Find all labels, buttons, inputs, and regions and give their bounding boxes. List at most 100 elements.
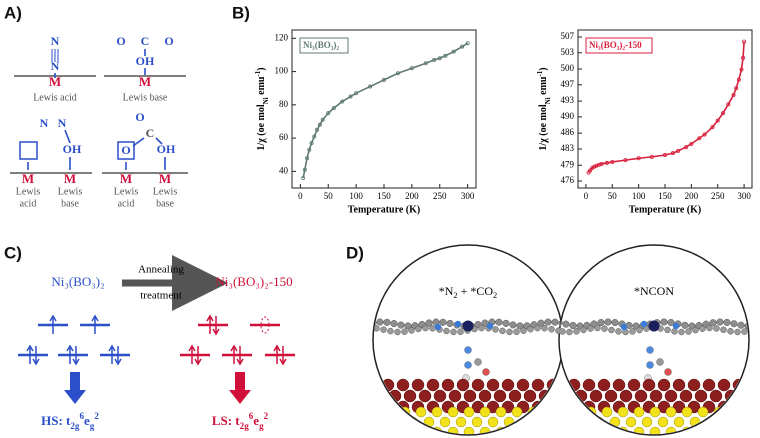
panel-a-text: M: [49, 74, 61, 89]
text-part: emu: [256, 76, 267, 97]
data-point: [697, 136, 702, 141]
boron-atom: [593, 416, 605, 428]
metal-atom: [471, 378, 485, 392]
x-tick-label: 150: [658, 191, 672, 201]
legend-label: Ni₃(BO₃)₂: [303, 40, 339, 50]
text-part: + *CO: [458, 284, 494, 298]
boron-atom: [463, 426, 475, 434]
carbon: [429, 325, 436, 332]
legend-box: [585, 37, 653, 54]
boron-atom: [577, 416, 589, 428]
data-point: [721, 111, 726, 116]
boron-atom: [657, 416, 669, 428]
boron-atom: [569, 426, 581, 434]
y-axis-label: 1/χ (oe molNi emu-1): [536, 67, 552, 150]
boron-atom: [560, 426, 565, 434]
site-box: [19, 141, 38, 160]
panel-a-text: N: [51, 34, 60, 48]
panel-a-text: acid: [20, 198, 37, 209]
adsorbate-atom: [646, 361, 654, 369]
y-tick-label: 503: [561, 47, 575, 57]
data-point: [315, 127, 320, 132]
metal-atom: [612, 378, 626, 392]
metal-atom: [717, 378, 731, 392]
metal-atom: [567, 400, 581, 414]
y-tick-label: 40: [279, 165, 289, 175]
boron-atom: [561, 416, 573, 428]
text-part: Ni: [262, 97, 270, 104]
carbon: [713, 325, 720, 332]
text-part: 2: [264, 411, 269, 421]
carbon: [730, 320, 738, 328]
carbon: [716, 318, 724, 326]
boron-atom: [617, 406, 629, 418]
panel-a-text: Lewis: [16, 186, 41, 197]
carbon: [506, 328, 513, 336]
carbon: [408, 327, 415, 334]
text-part: ): [256, 67, 267, 70]
empty-spin: [260, 316, 270, 334]
carbon: [660, 318, 668, 326]
carbon: [450, 328, 457, 336]
carbon: [376, 318, 384, 326]
nitrogen: [620, 323, 628, 331]
data-point: [305, 156, 310, 161]
carbon: [636, 326, 643, 334]
boron-atom: [431, 406, 443, 418]
carbon: [513, 328, 520, 336]
metal-atom: [418, 389, 432, 403]
data-point: [423, 61, 428, 66]
carbon: [587, 325, 594, 332]
boron-atom: [697, 426, 709, 434]
formula: Ni₃(BO₃)₂: [51, 274, 104, 289]
boron-atom: [407, 416, 419, 428]
carbon: [629, 328, 636, 335]
panel-label: C): [4, 243, 22, 262]
spin-head: [66, 344, 74, 352]
text-part: *NCON: [634, 284, 674, 298]
data-point: [309, 141, 314, 146]
carbon: [692, 326, 699, 334]
data-point: [354, 91, 359, 96]
data-point: [623, 158, 628, 163]
panel-a-text: M: [139, 74, 151, 89]
panel-a-text: O: [121, 143, 130, 157]
panel-a-text: OH: [157, 142, 176, 156]
boron-atom: [399, 426, 411, 434]
y-tick-label: 497: [561, 79, 575, 89]
data-point: [663, 153, 668, 158]
carbon: [478, 324, 485, 332]
carbon: [569, 321, 577, 330]
boron-atom: [673, 416, 685, 428]
metal-atom: [456, 378, 470, 392]
data-point: [588, 168, 593, 173]
data-point: [331, 106, 336, 111]
data-point: [676, 148, 681, 153]
site-box: [117, 141, 135, 160]
boron-atom: [721, 416, 733, 428]
metal-atom: [508, 389, 522, 403]
data-point: [702, 132, 707, 137]
data-point: [736, 77, 741, 82]
boron-atom: [625, 416, 637, 428]
data-point: [381, 77, 386, 82]
carbon: [681, 321, 689, 329]
metal-atom: [374, 400, 380, 414]
panel-a-text: Lewis: [153, 186, 178, 197]
y-tick-label: 100: [275, 66, 289, 76]
data-point: [395, 71, 400, 76]
panel-a-lines: [10, 49, 188, 174]
carbon: [548, 326, 555, 333]
x-tick-label: 50: [608, 191, 618, 201]
metal-atom: [411, 378, 425, 392]
metal-atom: [604, 389, 618, 403]
text-part: LS: t: [212, 413, 240, 428]
carbon: [720, 326, 727, 334]
y-tick-label: 486: [561, 127, 575, 137]
metal-atom: [560, 378, 566, 392]
panel-a-text: M: [64, 171, 76, 186]
carbon: [520, 327, 527, 334]
adsorbate-atom: [664, 368, 672, 376]
data-point: [605, 160, 610, 165]
panel-a-text: M: [159, 171, 171, 186]
